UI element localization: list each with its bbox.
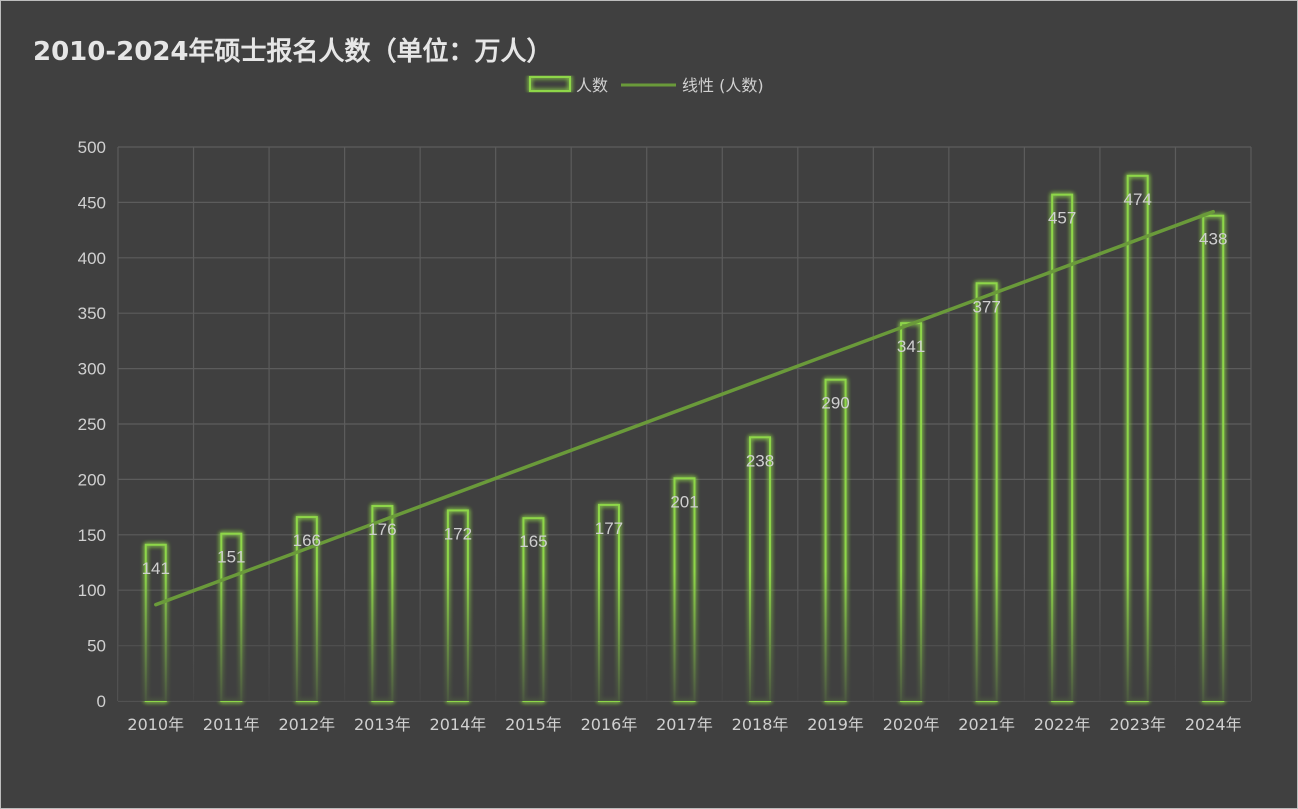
legend-bar-swatch (529, 76, 571, 92)
data-label: 172 (444, 524, 472, 543)
data-label: 177 (595, 519, 623, 538)
data-label: 151 (217, 548, 245, 567)
data-label: 238 (746, 451, 774, 470)
data-label: 341 (897, 337, 925, 356)
x-tick-label: 2024年 (1185, 715, 1242, 734)
bottom-fade (118, 571, 1251, 701)
y-tick-label: 200 (78, 470, 106, 489)
x-tick-label: 2021年 (958, 715, 1015, 734)
y-tick-label: 150 (78, 526, 106, 545)
trendline (154, 209, 1215, 607)
legend: 人数 线性 (人数) (529, 76, 764, 95)
y-tick-label: 350 (78, 304, 106, 323)
x-tick-label: 2020年 (883, 715, 940, 734)
data-label: 165 (519, 532, 547, 551)
data-label: 201 (670, 492, 698, 511)
x-tick-label: 2018年 (732, 715, 789, 734)
legend-label-bars: 人数 (576, 76, 608, 95)
x-tick-label: 2012年 (278, 715, 335, 734)
data-label: 474 (1124, 190, 1152, 209)
y-tick-label: 250 (78, 415, 106, 434)
data-label: 141 (142, 559, 170, 578)
axes: 0 50 100 150 200 250 300 350 400 450 500 2010年 2011年… (78, 138, 1242, 734)
x-tick-label: 2013年 (354, 715, 411, 734)
x-tick-label: 2010年 (127, 715, 184, 734)
x-tick-label: 2015年 (505, 715, 562, 734)
data-label: 457 (1048, 209, 1076, 228)
trendline-path (154, 209, 1215, 607)
x-tick-label: 2023年 (1109, 715, 1166, 734)
legend-label-trendline: 线性 (人数) (682, 76, 764, 95)
y-tick-label: 450 (78, 193, 106, 212)
x-tick-label: 2014年 (430, 715, 487, 734)
x-tick-label: 2016年 (581, 715, 638, 734)
data-label: 176 (368, 520, 396, 539)
y-tick-label: 50 (87, 637, 106, 656)
x-tick-label: 2019年 (807, 715, 864, 734)
x-tick-label: 2011年 (203, 715, 260, 734)
y-tick-label: 100 (78, 581, 106, 600)
data-label: 290 (821, 394, 849, 413)
x-tick-label: 2022年 (1034, 715, 1091, 734)
data-labels: 141 151 166 176 172 165 177 201 238 290 341 377 457 4… (142, 190, 1228, 578)
data-label: 166 (293, 531, 321, 550)
y-tick-label: 500 (78, 138, 106, 157)
y-tick-label: 0 (97, 692, 106, 711)
y-tick-label: 400 (78, 249, 106, 268)
y-tick-label: 300 (78, 360, 106, 379)
data-label: 377 (972, 297, 1000, 316)
chart-title: 2010-2024年硕士报名人数（单位：万人） (33, 37, 553, 67)
x-tick-label: 2017年 (656, 715, 713, 734)
data-label: 438 (1199, 230, 1227, 249)
